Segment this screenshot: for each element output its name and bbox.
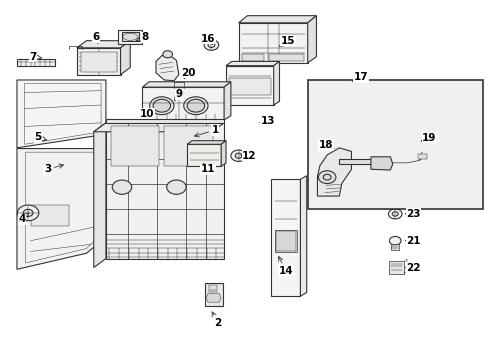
Circle shape xyxy=(203,40,218,50)
Text: 14: 14 xyxy=(278,257,292,276)
Polygon shape xyxy=(30,205,69,226)
Circle shape xyxy=(23,209,33,216)
Polygon shape xyxy=(156,55,179,81)
Circle shape xyxy=(387,209,401,219)
Circle shape xyxy=(318,171,335,184)
Polygon shape xyxy=(77,48,120,75)
Bar xyxy=(274,230,296,252)
Polygon shape xyxy=(122,32,138,41)
Circle shape xyxy=(18,205,39,221)
Circle shape xyxy=(183,97,207,114)
Text: 12: 12 xyxy=(241,151,256,161)
Bar xyxy=(275,231,295,251)
Text: 15: 15 xyxy=(279,36,295,46)
Bar xyxy=(111,126,159,166)
Text: 11: 11 xyxy=(201,164,215,174)
Polygon shape xyxy=(307,16,316,63)
Text: 10: 10 xyxy=(140,109,154,119)
Polygon shape xyxy=(224,82,230,120)
Circle shape xyxy=(166,180,186,194)
Polygon shape xyxy=(271,179,300,296)
Text: 1: 1 xyxy=(194,125,219,137)
Polygon shape xyxy=(370,157,392,170)
Text: 2: 2 xyxy=(212,312,221,328)
Text: 8: 8 xyxy=(136,32,148,42)
Polygon shape xyxy=(187,144,221,166)
Text: 4: 4 xyxy=(18,213,29,224)
Polygon shape xyxy=(225,62,279,66)
Polygon shape xyxy=(225,66,273,105)
Circle shape xyxy=(235,153,242,158)
Bar xyxy=(81,53,116,72)
Polygon shape xyxy=(187,141,225,144)
Polygon shape xyxy=(77,41,130,48)
Polygon shape xyxy=(388,261,403,274)
Polygon shape xyxy=(273,62,279,105)
Text: 17: 17 xyxy=(351,72,368,82)
Polygon shape xyxy=(205,294,221,302)
Text: 16: 16 xyxy=(201,34,215,45)
Polygon shape xyxy=(17,59,55,66)
Text: 3: 3 xyxy=(44,164,63,174)
Polygon shape xyxy=(300,176,306,296)
Polygon shape xyxy=(221,141,225,166)
Polygon shape xyxy=(339,158,370,164)
Polygon shape xyxy=(94,123,106,267)
Text: 18: 18 xyxy=(318,140,333,150)
Polygon shape xyxy=(118,30,142,44)
Text: 6: 6 xyxy=(92,32,100,43)
Bar xyxy=(268,54,303,61)
Polygon shape xyxy=(317,148,351,196)
Text: 20: 20 xyxy=(181,68,195,78)
Bar xyxy=(209,285,217,292)
Bar xyxy=(417,154,426,158)
Polygon shape xyxy=(238,23,307,63)
Polygon shape xyxy=(106,119,224,123)
Bar xyxy=(228,78,270,95)
Circle shape xyxy=(143,122,161,135)
Text: 21: 21 xyxy=(405,236,420,246)
Circle shape xyxy=(112,180,131,194)
Polygon shape xyxy=(238,16,316,23)
Polygon shape xyxy=(142,87,224,120)
Polygon shape xyxy=(94,123,224,132)
Circle shape xyxy=(143,130,161,143)
Polygon shape xyxy=(17,80,106,148)
Polygon shape xyxy=(120,41,130,75)
Polygon shape xyxy=(390,244,398,249)
Polygon shape xyxy=(142,82,230,87)
Polygon shape xyxy=(204,283,222,306)
Circle shape xyxy=(163,51,172,58)
Text: 19: 19 xyxy=(420,133,436,143)
Text: 22: 22 xyxy=(405,262,420,273)
Bar xyxy=(307,80,482,208)
Bar xyxy=(242,54,264,61)
Text: 13: 13 xyxy=(259,116,275,126)
Circle shape xyxy=(187,99,204,112)
Text: 9: 9 xyxy=(174,89,182,101)
Text: 5: 5 xyxy=(34,132,46,142)
Polygon shape xyxy=(17,149,106,269)
Circle shape xyxy=(388,237,400,245)
Circle shape xyxy=(230,150,246,161)
Bar xyxy=(164,126,212,166)
Circle shape xyxy=(149,97,174,114)
Circle shape xyxy=(153,99,170,112)
Text: 7: 7 xyxy=(29,52,41,62)
Polygon shape xyxy=(106,123,224,258)
Text: 23: 23 xyxy=(405,209,420,219)
